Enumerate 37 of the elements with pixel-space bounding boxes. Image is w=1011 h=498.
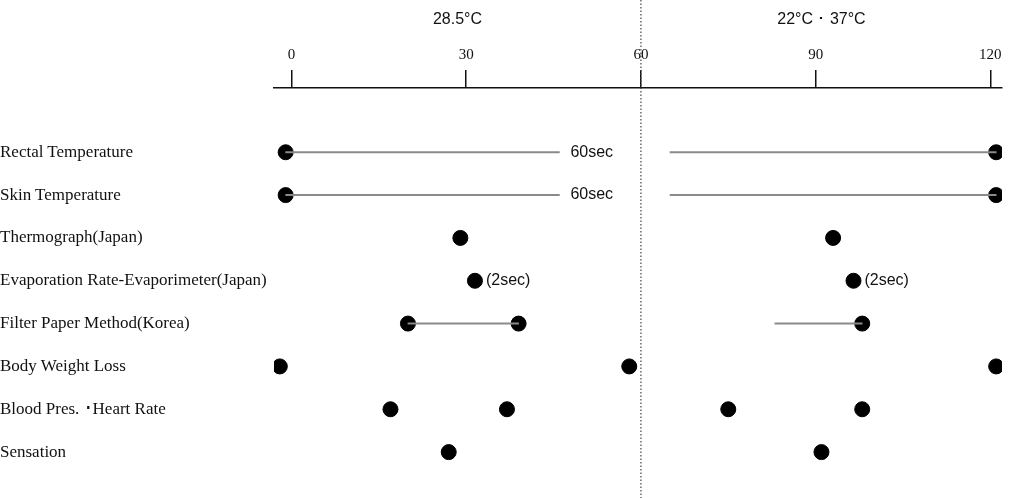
y-tick-label: Skin Temperature [0, 184, 121, 204]
point [382, 401, 399, 418]
x-tick-label: 60 [633, 45, 649, 62]
point [274, 358, 288, 375]
point [466, 272, 483, 289]
point [510, 315, 527, 332]
annotation: (2sec) [485, 271, 531, 289]
y-tick-label: Sensation [0, 441, 67, 461]
point [452, 229, 469, 246]
annotation: 60sec [570, 185, 614, 203]
point [277, 187, 294, 204]
x-tick-label: 30 [458, 45, 474, 62]
text: 22°C ･ 37°C [777, 10, 866, 28]
y-tick-label: Thermograph(Japan) [0, 227, 143, 247]
point [498, 401, 515, 418]
y-tick-label: Rectal Temperature [0, 141, 134, 161]
x-tick-label: 120 [979, 45, 1002, 62]
point [720, 401, 737, 418]
point [277, 144, 294, 161]
point [813, 444, 830, 461]
point [988, 358, 1002, 375]
y-tick-label: Body Weight Loss [0, 355, 126, 375]
point [845, 272, 862, 289]
point [399, 315, 416, 332]
annotation: (2sec) [864, 271, 909, 289]
y-tick-label: Filter Paper Method(Korea) [0, 313, 190, 333]
point [440, 444, 457, 461]
annotation: 60sec [570, 142, 614, 160]
y-tick-label: Evaporation Rate-Evaporimeter(Japan) [0, 270, 267, 290]
x-tick-label: 0 [287, 45, 296, 62]
point [825, 229, 842, 246]
point [621, 358, 638, 375]
text: 28.5°C [432, 10, 482, 28]
point [854, 401, 871, 418]
x-tick-label: 90 [808, 45, 824, 62]
y-tick-label: Blood Pres. ･Heart Rate [0, 398, 166, 418]
point [854, 315, 871, 332]
